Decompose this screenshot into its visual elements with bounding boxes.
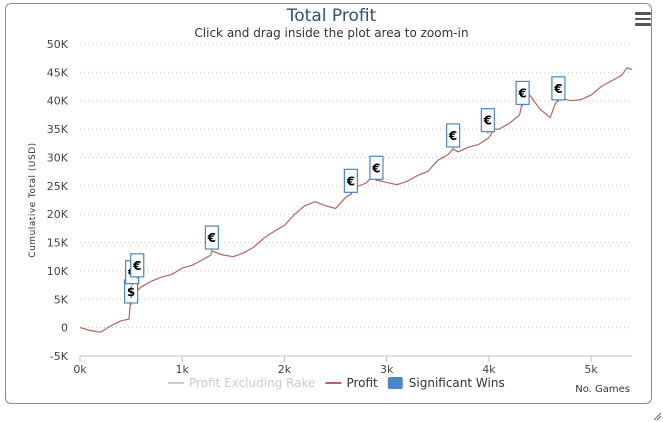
flag-label: € bbox=[371, 161, 380, 175]
series-line-profit bbox=[79, 67, 633, 333]
x-tick-label: 5k bbox=[584, 363, 598, 376]
y-tick-label: 45K bbox=[47, 66, 69, 79]
significant-win-flag bbox=[551, 76, 566, 101]
flag-label: € bbox=[132, 259, 141, 273]
legend-item[interactable]: Significant Wins bbox=[409, 376, 505, 390]
x-tick-label: 4k bbox=[482, 363, 496, 376]
legend-item[interactable]: Profit Excluding Rake bbox=[189, 376, 315, 390]
legend-symbol bbox=[387, 377, 403, 389]
significant-win-flag bbox=[204, 225, 219, 250]
y-axis-title: Cumulative Total (USD) bbox=[28, 142, 38, 257]
chart-frame bbox=[5, 3, 652, 404]
x-tick-label: 2k bbox=[278, 363, 292, 376]
chart-subtitle: Click and drag inside the plot area to z… bbox=[194, 26, 469, 40]
flag-label: € bbox=[346, 174, 355, 188]
x-tick-label: 3k bbox=[380, 363, 394, 376]
y-tick-label: 50K bbox=[47, 38, 69, 51]
significant-win-flag bbox=[480, 108, 495, 133]
y-tick-label: 15K bbox=[47, 237, 69, 250]
resize-handle-icon[interactable] bbox=[653, 412, 661, 420]
flag-label: € bbox=[517, 86, 526, 100]
flag-label: € bbox=[448, 129, 457, 143]
significant-win-flag bbox=[515, 80, 530, 106]
y-tick-label: 25K bbox=[47, 180, 69, 193]
y-tick-label: 5K bbox=[54, 293, 69, 306]
legend-item[interactable]: Profit bbox=[346, 376, 378, 390]
y-tick-label: 30K bbox=[47, 151, 69, 164]
y-tick-label: -5K bbox=[50, 350, 69, 363]
flag-label: € bbox=[553, 82, 562, 96]
x-tick-label: 1k bbox=[176, 363, 190, 376]
y-tick-label: 20K bbox=[47, 208, 69, 221]
flag-label: $ bbox=[127, 285, 135, 299]
significant-win-flag bbox=[369, 155, 384, 180]
x-tick-label: 0k bbox=[73, 363, 87, 376]
y-tick-label: 35K bbox=[47, 123, 69, 136]
significant-win-flag bbox=[343, 168, 358, 193]
flag-label: € bbox=[483, 114, 492, 128]
y-tick-label: 10K bbox=[47, 265, 69, 278]
y-tick-label: 0 bbox=[61, 322, 68, 335]
chart-menu-icon[interactable] bbox=[635, 12, 651, 26]
significant-win-flag bbox=[446, 123, 461, 148]
x-axis-title: No. Games bbox=[575, 384, 630, 395]
flag-label: € bbox=[207, 231, 216, 245]
chart-title: Total Profit bbox=[286, 6, 377, 26]
y-tick-label: 40K bbox=[47, 95, 69, 108]
significant-win-flag bbox=[130, 253, 145, 278]
